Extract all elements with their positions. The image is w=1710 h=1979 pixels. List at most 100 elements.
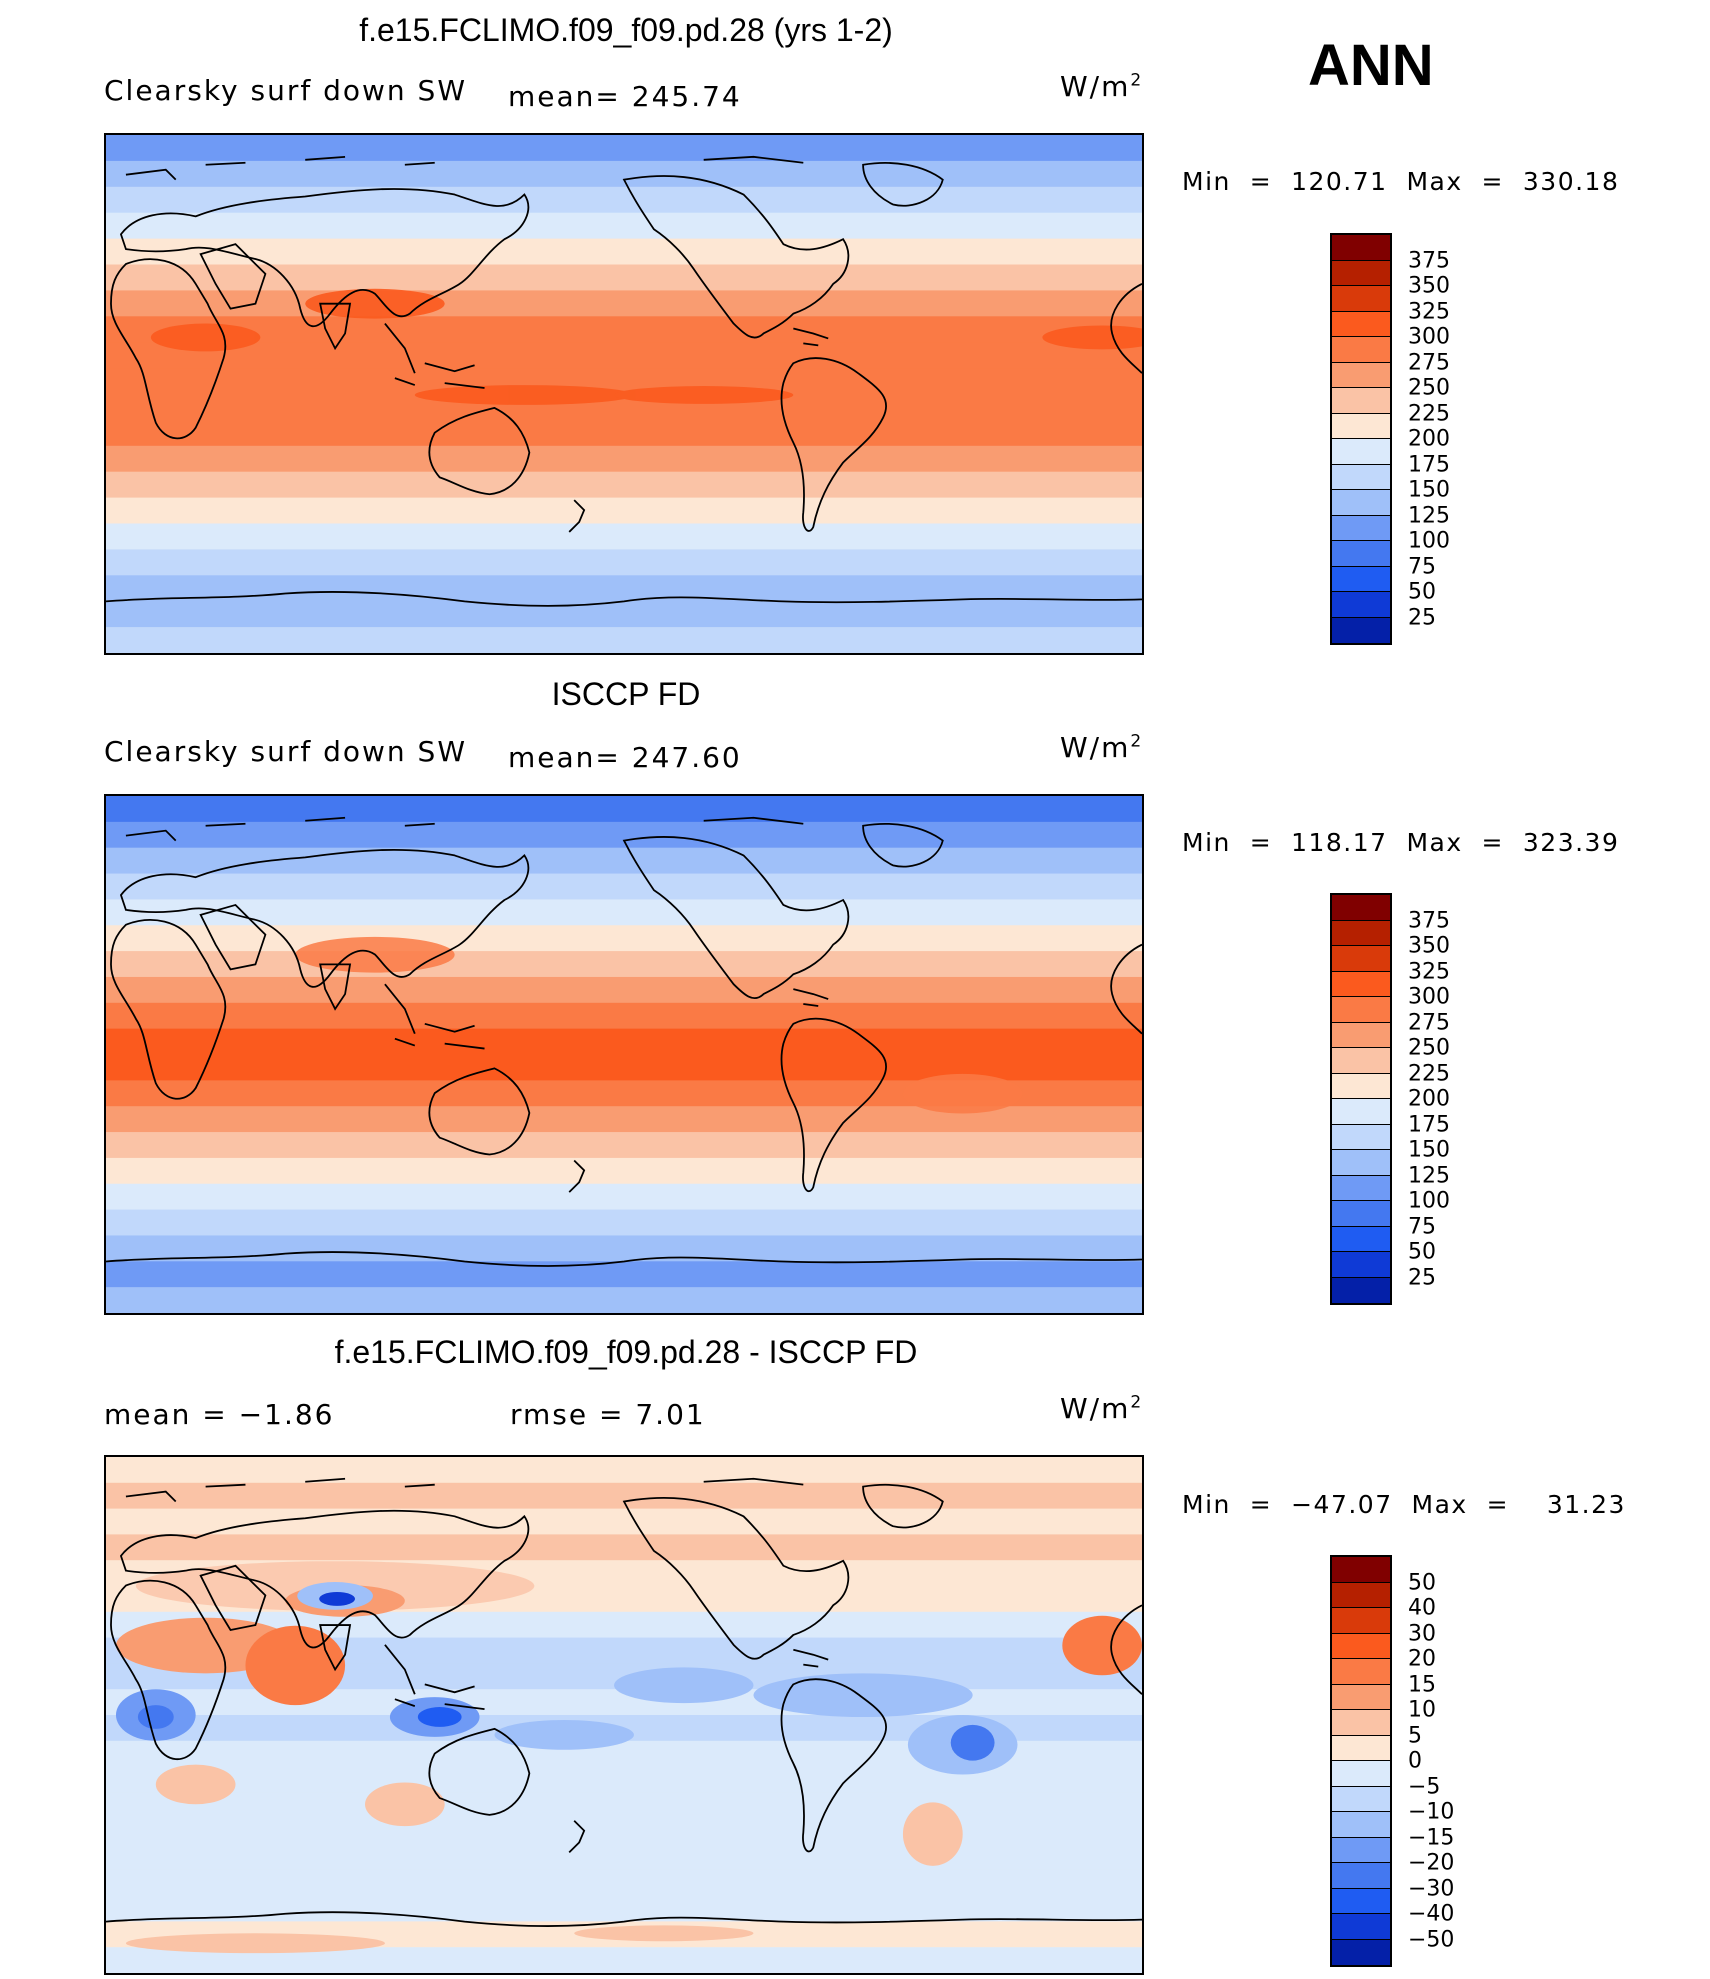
colorbar-box — [1332, 362, 1390, 388]
colorbar-box — [1332, 1837, 1390, 1863]
panel-1-min-max: Min = 120.71 Max = 330.18 — [1182, 167, 1620, 196]
colorbar-box — [1332, 541, 1390, 567]
colorbar-box — [1332, 566, 1390, 592]
colorbar-tick-label: 150 — [1408, 1137, 1450, 1163]
colorbar-tick-label: 300 — [1408, 984, 1450, 1010]
map-band — [106, 135, 1142, 162]
colorbar-box — [1332, 1175, 1390, 1201]
colorbar-tick-label: 225 — [1408, 401, 1450, 426]
colorbar-tick-label: 125 — [1408, 1163, 1450, 1188]
map-band — [106, 847, 1142, 875]
colorbar-tick-label: 375 — [1408, 908, 1450, 933]
panel-3-anomalies — [115, 1561, 1142, 1954]
map-band — [106, 1457, 1142, 1484]
colorbar-tick-label: 275 — [1408, 350, 1450, 375]
colorbar-tick-label: 125 — [1408, 503, 1450, 528]
colorbar-box — [1332, 464, 1390, 490]
colorbar-tick-label: 225 — [1408, 1061, 1450, 1086]
colorbar-tick-label: 325 — [1408, 299, 1450, 324]
colorbar-box — [1332, 971, 1390, 997]
map-band — [106, 290, 1142, 318]
colorbar-tick-label: 175 — [1408, 1112, 1450, 1137]
panel-3-title: f.e15.FCLIMO.f09_f09.pd.28 - ISCCP FD — [334, 1334, 918, 1370]
panel-1-map — [104, 133, 1144, 655]
map-band — [106, 445, 1142, 473]
panel-2-colorbar — [1330, 893, 1392, 1305]
colorbar-tick-label: 15 — [1408, 1672, 1436, 1697]
map-band — [106, 238, 1142, 266]
map-band — [106, 1287, 1142, 1313]
colorbar-tick-label: 75 — [1408, 554, 1436, 579]
colorbar-box — [1332, 1124, 1390, 1150]
colorbar-box — [1332, 1888, 1390, 1914]
map-band — [106, 951, 1142, 978]
colorbar-box — [1332, 1939, 1390, 1965]
map-band — [106, 925, 1142, 952]
map-band — [106, 1157, 1142, 1185]
colorbar-tick-label: 0 — [1408, 1748, 1422, 1774]
colorbar-box — [1332, 997, 1390, 1023]
colorbar-tick-label: −20 — [1408, 1850, 1455, 1876]
colorbar-tick-label: −5 — [1408, 1774, 1441, 1799]
map-band — [106, 1869, 1142, 1897]
map-band — [106, 1209, 1142, 1237]
colorbar-box — [1332, 617, 1390, 643]
colorbar-box — [1332, 1099, 1390, 1125]
colorbar-tick-label: −15 — [1408, 1825, 1455, 1850]
colorbar-tick-label: 50 — [1408, 579, 1436, 605]
colorbar-tick-label: 50 — [1408, 1239, 1436, 1265]
colorbar-box — [1332, 1633, 1390, 1659]
colorbar-tick-label: 350 — [1408, 273, 1450, 299]
map-band — [106, 1508, 1142, 1536]
colorbar-tick-label: 50 — [1408, 1570, 1436, 1595]
map-band — [106, 471, 1142, 499]
colorbar-box — [1332, 1863, 1390, 1889]
panel-2-mean-label: mean= 247.60 — [508, 741, 742, 774]
map-band — [106, 1792, 1142, 1819]
panel-1-units: W/m2 — [1060, 70, 1142, 103]
colorbar-tick-label: −50 — [1408, 1927, 1455, 1952]
colorbar-box — [1332, 1252, 1390, 1278]
colorbar-box — [1332, 1201, 1390, 1227]
colorbar-tick-label: −10 — [1408, 1799, 1455, 1825]
map-band — [106, 368, 1142, 395]
colorbar-box — [1332, 1022, 1390, 1048]
panel-1-mean-label: mean= 245.74 — [508, 80, 742, 113]
colorbar-box — [1332, 1582, 1390, 1608]
colorbar-tick-label: 25 — [1408, 605, 1436, 630]
map-band — [106, 1261, 1142, 1288]
map-band — [106, 342, 1142, 369]
colorbar-box — [1332, 1557, 1390, 1583]
colorbar-tick-label: 75 — [1408, 1214, 1436, 1239]
colorbar-box — [1332, 592, 1390, 618]
colorbar-tick-label: 200 — [1408, 1086, 1450, 1112]
map-band — [106, 1235, 1142, 1263]
colorbar-box — [1332, 1786, 1390, 1812]
colorbar-tick-label: 10 — [1408, 1697, 1436, 1723]
colorbar-box — [1332, 946, 1390, 972]
panel-2-map — [104, 794, 1144, 1315]
panel-1-highs — [150, 288, 1142, 405]
map-band — [106, 1534, 1142, 1561]
colorbar-box — [1332, 1812, 1390, 1838]
map-band — [106, 1482, 1142, 1510]
panel-2-map-field — [106, 796, 1142, 1313]
panel-3-mean-label: mean = −1.86 — [104, 1398, 335, 1431]
colorbar-box — [1332, 311, 1390, 337]
panel-3-rmse-label: rmse = 7.01 — [510, 1398, 706, 1431]
panel-2-title: ISCCP FD — [551, 676, 701, 712]
colorbar-tick-label: 275 — [1408, 1010, 1450, 1035]
map-band — [106, 1132, 1142, 1159]
map-band — [106, 627, 1142, 653]
colorbar-tick-label: 30 — [1408, 1621, 1436, 1646]
panel-1-map-field — [106, 135, 1142, 653]
colorbar-box — [1332, 920, 1390, 946]
map-band — [106, 575, 1142, 602]
colorbar-box — [1332, 1914, 1390, 1940]
colorbar-box — [1332, 1608, 1390, 1634]
map-band — [106, 976, 1142, 1004]
colorbar-box — [1332, 235, 1390, 261]
panel-2-variable-label: Clearsky surf down SW — [104, 735, 468, 768]
colorbar-tick-label: 200 — [1408, 426, 1450, 452]
colorbar-box — [1332, 1150, 1390, 1176]
